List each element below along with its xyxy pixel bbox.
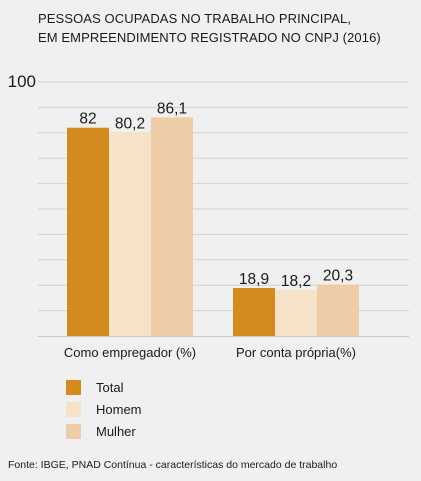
bar-homem [275, 289, 317, 336]
data-label: 20,3 [323, 267, 353, 284]
source-note: Fonte: IBGE, PNAD Contínua - característ… [8, 459, 338, 471]
legend-label-homem: Homem [96, 401, 142, 417]
data-label: 86,1 [157, 100, 187, 117]
chart-title-line-2: EM EMPREENDIMENTO REGISTRADO NO CNPJ (20… [38, 30, 381, 45]
y-tick-label: 100 [8, 72, 36, 91]
legend-item-total: Total [66, 376, 142, 398]
legend-label-total: Total [96, 379, 124, 395]
legend-swatch-mulher [66, 423, 81, 439]
x-category-label: Como empregador (%) [64, 345, 196, 360]
bar-homem [109, 132, 151, 336]
bar-mulher [151, 117, 193, 336]
data-label: 18,9 [239, 271, 269, 288]
bar-total [233, 287, 275, 336]
bar-mulher [317, 284, 359, 336]
legend-item-mulher: Mulher [66, 420, 142, 442]
data-label: 82 [79, 111, 96, 128]
legend-item-homem: Homem [66, 398, 142, 420]
data-label: 18,2 [281, 273, 311, 290]
legend-swatch-homem [66, 401, 81, 417]
chart-title-line-1: PESSOAS OCUPADAS NO TRABALHO PRINCIPAL, [38, 11, 352, 26]
bar-total [67, 127, 109, 336]
x-category-label: Por conta própria(%) [236, 345, 356, 360]
legend: Total Homem Mulher [66, 376, 142, 442]
legend-swatch-total [66, 379, 81, 395]
data-label: 80,2 [115, 115, 145, 132]
legend-label-mulher: Mulher [96, 423, 136, 439]
chart-title: PESSOAS OCUPADAS NO TRABALHO PRINCIPAL, … [38, 9, 408, 47]
